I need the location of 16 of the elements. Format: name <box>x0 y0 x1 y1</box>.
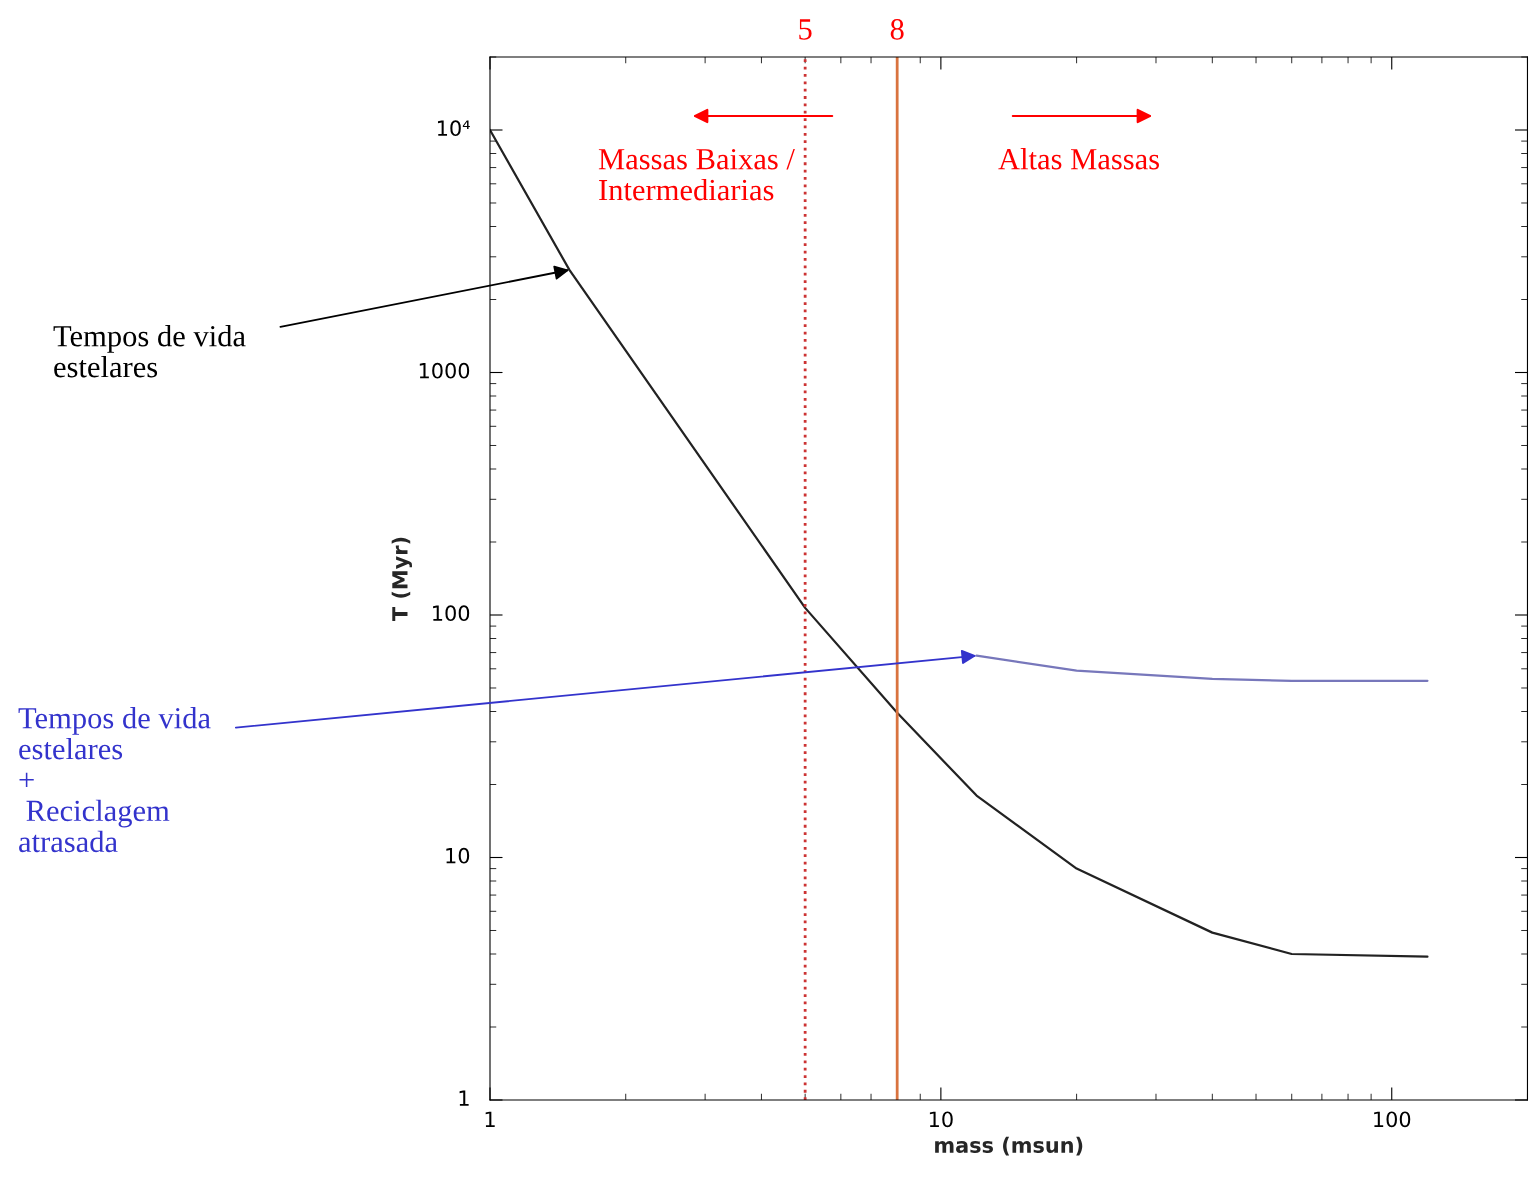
x-tick-label: 100 <box>1374 1111 1411 1128</box>
y-tick-label: 10⁴ <box>437 120 470 137</box>
y-tick-label: 1000 <box>419 362 470 379</box>
ref-line-label: 8 <box>890 19 904 40</box>
annotation: Tempos de vida estelares <box>53 325 246 378</box>
annotation: Tempos de vida estelares + Reciclagem atrasada <box>18 707 211 853</box>
y-tick-label: 100 <box>433 605 470 622</box>
y-tick-label: 1 <box>459 1090 469 1106</box>
x-tick-label: 1 <box>485 1111 495 1127</box>
annotation: Altas Massas <box>998 148 1159 170</box>
x-axis-title: mass (msun) <box>935 1136 1083 1156</box>
ref-line-label: 5 <box>799 19 812 40</box>
y-tick-label: 10 <box>446 847 470 864</box>
y-axis-title: T (Myr) <box>391 537 412 621</box>
annotation: Massas Baixas / Intermediarias <box>598 148 795 201</box>
x-tick-label: 10 <box>929 1111 953 1128</box>
